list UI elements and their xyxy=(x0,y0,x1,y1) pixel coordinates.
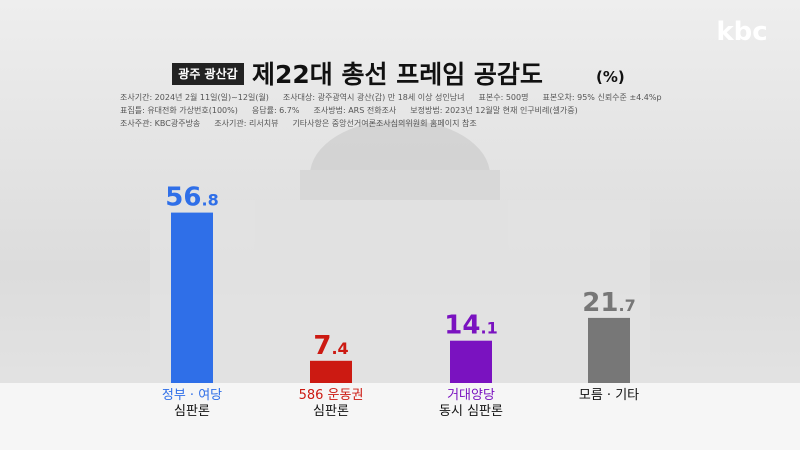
value-label: 7.4 xyxy=(313,331,348,361)
category-label: 동시 심판론 xyxy=(439,404,503,419)
note: 기타사항은 중앙선거여론조사심의위원회 홈페이지 참조 xyxy=(292,119,477,128)
value-label: 21.7 xyxy=(582,288,635,318)
note: 응답률: 6.7% xyxy=(251,106,300,115)
category-label: 거대양당 xyxy=(447,388,495,403)
note: 보정방법: 2023년 12월말 현재 인구비례(셀가중) xyxy=(410,106,578,115)
category-label: 정부 · 여당 xyxy=(162,388,222,403)
bar xyxy=(588,317,630,383)
note: 조사주관: KBC광주방송 xyxy=(120,119,201,128)
note-row: 표집틀: 유대전화 가상번호(100%) 응답률: 6.7% 조사방법: ARS 전… xyxy=(120,104,662,117)
category-label: 586 운동권 xyxy=(299,388,364,403)
note: 표집틀: 유대전화 가상번호(100%) xyxy=(120,106,238,115)
background-building xyxy=(150,120,650,385)
badge: 광주 광산갑 xyxy=(178,66,237,81)
value-label: 56.8 xyxy=(165,183,218,213)
category-label: 모름 · 기타 xyxy=(579,388,639,403)
unit: (%) xyxy=(596,68,625,86)
base-band xyxy=(0,383,800,450)
note-row: 조사기간: 2024년 2월 11일(일)~12일(월) 조사대상: 광주광역시 … xyxy=(120,91,662,104)
note: 조사대상: 광주광역시 광산(갑) 만 18세 이상 성인남녀 xyxy=(282,93,465,102)
note-row: 조사주관: KBC광주방송 조사기관: 리서치뷰 기타사항은 중앙선거여론조사심의위… xyxy=(120,117,662,130)
logo: kbc xyxy=(716,17,767,47)
note: 조사기간: 2024년 2월 11일(일)~12일(월) xyxy=(120,93,269,102)
title: 제22대 총선 프레임 공감도 xyxy=(252,60,543,89)
badge-bg xyxy=(172,63,244,85)
category-label: 심판론 xyxy=(313,404,349,419)
note: 표본수: 500명 xyxy=(478,93,529,102)
value-label: 14.1 xyxy=(444,311,497,341)
note: 표본오차: 95% 신뢰수준 ±4.4%p xyxy=(542,93,662,102)
bar xyxy=(171,212,213,383)
category-label: 심판론 xyxy=(174,404,210,419)
survey-notes: 조사기간: 2024년 2월 11일(일)~12일(월) 조사대상: 광주광역시 … xyxy=(120,91,662,130)
bar xyxy=(450,340,492,383)
note: 조사방법: ARS 전화조사 xyxy=(313,106,397,115)
note: 조사기관: 리서치뷰 xyxy=(214,119,279,128)
bar xyxy=(310,360,352,383)
